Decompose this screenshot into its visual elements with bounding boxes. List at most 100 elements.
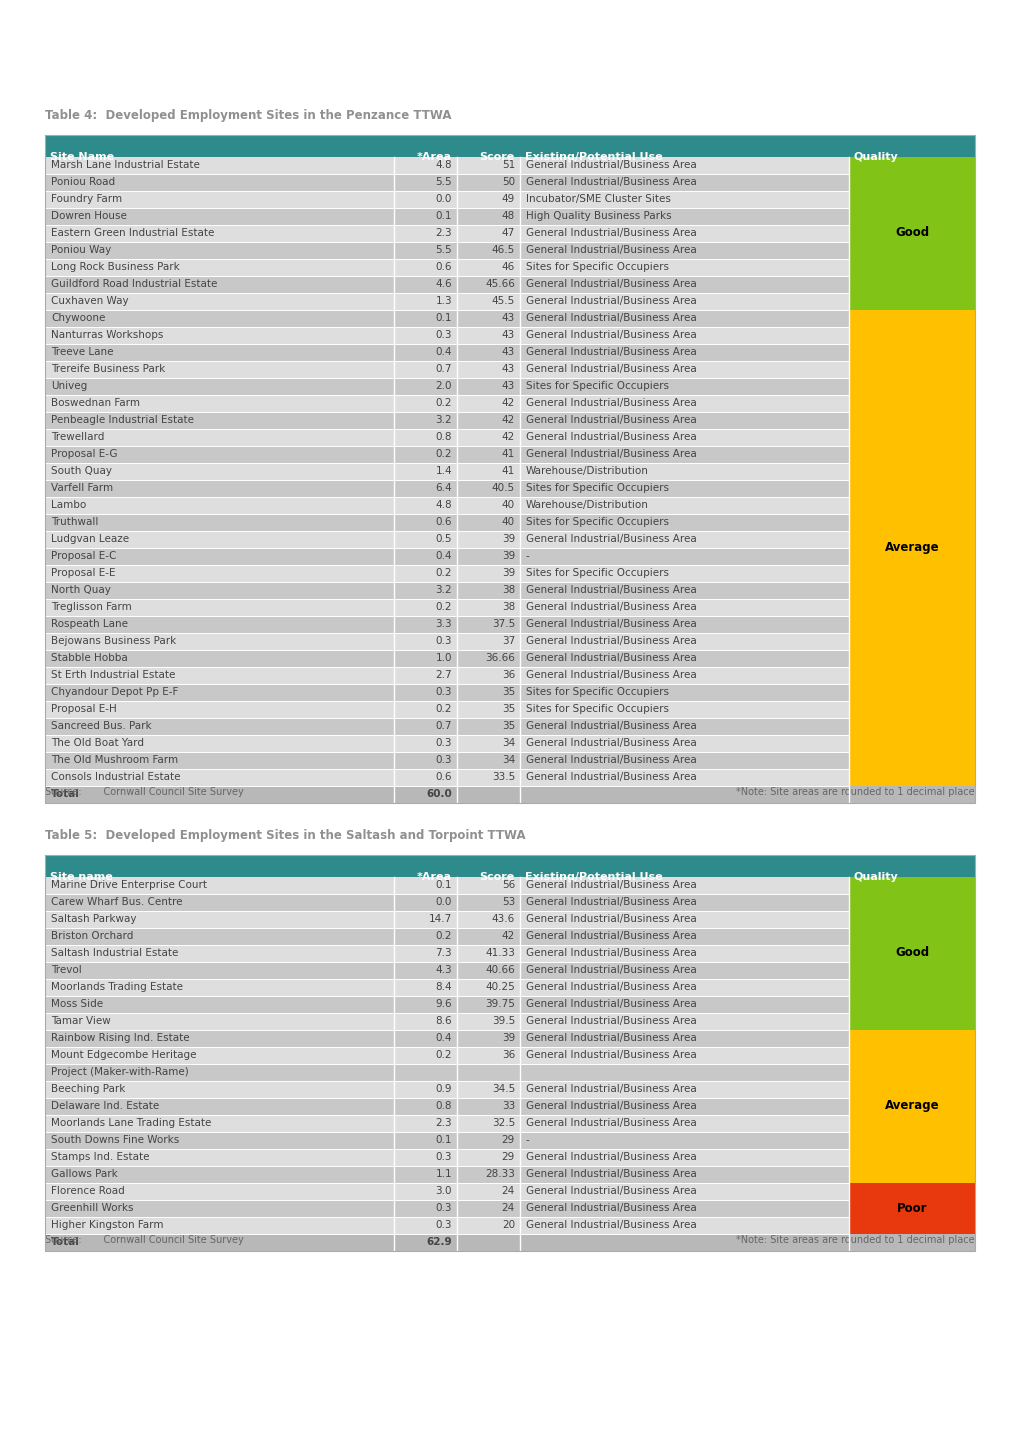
Bar: [457, 276, 520, 293]
Bar: [520, 446, 848, 463]
Text: High Quality Business Parks: High Quality Business Parks: [526, 211, 671, 221]
Bar: [457, 684, 520, 701]
Bar: [457, 928, 520, 945]
Text: 0.6: 0.6: [435, 263, 451, 271]
Bar: [520, 599, 848, 616]
Text: General Industrial/Business Area: General Industrial/Business Area: [526, 1152, 696, 1162]
Bar: [457, 649, 520, 667]
Bar: [457, 734, 520, 752]
Bar: [393, 225, 457, 242]
Text: 0.2: 0.2: [435, 1051, 451, 1061]
Text: Score: Score: [479, 872, 515, 882]
Text: General Industrial/Business Area: General Industrial/Business Area: [526, 431, 696, 442]
Bar: [520, 1098, 848, 1115]
Bar: [45, 1183, 393, 1201]
Bar: [520, 734, 848, 752]
Text: 24: 24: [501, 1203, 515, 1214]
Text: Good: Good: [894, 947, 928, 960]
Text: General Industrial/Business Area: General Industrial/Business Area: [526, 737, 696, 747]
Text: Proposal E-C: Proposal E-C: [51, 551, 116, 561]
Text: 38: 38: [501, 584, 515, 595]
Bar: [45, 856, 393, 877]
Bar: [393, 136, 457, 157]
Text: 0.6: 0.6: [435, 772, 451, 782]
Bar: [520, 429, 848, 446]
Bar: [393, 752, 457, 769]
Text: 43: 43: [501, 313, 515, 323]
Bar: [393, 343, 457, 361]
Bar: [520, 548, 848, 566]
Text: 35: 35: [501, 704, 515, 714]
Text: Chyandour Depot Pp E-F: Chyandour Depot Pp E-F: [51, 687, 178, 697]
Bar: [45, 962, 393, 978]
Text: Saltash Industrial Estate: Saltash Industrial Estate: [51, 948, 178, 958]
Bar: [520, 1166, 848, 1183]
Bar: [457, 1030, 520, 1048]
Text: Cuxhaven Way: Cuxhaven Way: [51, 296, 128, 306]
Bar: [457, 463, 520, 481]
Bar: [457, 293, 520, 310]
Text: Total: Total: [51, 1237, 79, 1247]
Bar: [393, 996, 457, 1013]
Text: General Industrial/Business Area: General Industrial/Business Area: [526, 364, 696, 374]
Bar: [393, 667, 457, 684]
Bar: [457, 328, 520, 343]
Bar: [457, 769, 520, 786]
Bar: [457, 1201, 520, 1216]
Text: 34: 34: [501, 737, 515, 747]
Bar: [45, 769, 393, 786]
Bar: [45, 1149, 393, 1166]
Text: Source:       Cornwall Council Site Survey: Source: Cornwall Council Site Survey: [45, 1235, 244, 1245]
Bar: [45, 1063, 393, 1081]
Text: Source:       Cornwall Council Site Survey: Source: Cornwall Council Site Survey: [45, 786, 244, 797]
Text: 1.3: 1.3: [435, 296, 451, 306]
Bar: [848, 877, 974, 1030]
Text: South Quay: South Quay: [51, 466, 112, 476]
Text: 33.5: 33.5: [491, 772, 515, 782]
Text: -: -: [526, 1136, 529, 1144]
Bar: [457, 258, 520, 276]
Text: Trevol: Trevol: [51, 965, 82, 975]
Text: Proposal E-G: Proposal E-G: [51, 449, 117, 459]
Text: 0.3: 0.3: [435, 1152, 451, 1162]
Text: 2.7: 2.7: [435, 670, 451, 680]
Text: 50: 50: [501, 177, 515, 188]
Bar: [45, 531, 393, 548]
Text: General Industrial/Business Area: General Industrial/Business Area: [526, 177, 696, 188]
Bar: [457, 945, 520, 962]
Bar: [457, 481, 520, 496]
Bar: [520, 616, 848, 633]
Text: General Industrial/Business Area: General Industrial/Business Area: [526, 449, 696, 459]
Text: Sites for Specific Occupiers: Sites for Specific Occupiers: [526, 687, 668, 697]
Bar: [45, 1216, 393, 1234]
Text: 39.5: 39.5: [491, 1016, 515, 1026]
Text: General Industrial/Business Area: General Industrial/Business Area: [526, 898, 696, 908]
Bar: [520, 945, 848, 962]
Bar: [520, 343, 848, 361]
Bar: [45, 616, 393, 633]
Bar: [457, 157, 520, 175]
Text: Sites for Specific Occupiers: Sites for Specific Occupiers: [526, 263, 668, 271]
Bar: [45, 293, 393, 310]
Text: South Downs Fine Works: South Downs Fine Works: [51, 1136, 179, 1144]
Bar: [45, 481, 393, 496]
Bar: [45, 395, 393, 413]
Bar: [520, 481, 848, 496]
Bar: [393, 856, 457, 877]
Bar: [457, 242, 520, 258]
Text: Briston Orchard: Briston Orchard: [51, 931, 133, 941]
Text: Guildford Road Industrial Estate: Guildford Road Industrial Estate: [51, 278, 217, 289]
Bar: [848, 157, 974, 310]
Bar: [520, 1216, 848, 1234]
Bar: [45, 276, 393, 293]
Bar: [848, 1234, 974, 1251]
Bar: [45, 328, 393, 343]
Text: 47: 47: [501, 228, 515, 238]
Bar: [457, 1048, 520, 1063]
Bar: [520, 136, 848, 157]
Bar: [393, 258, 457, 276]
Text: 0.1: 0.1: [435, 880, 451, 890]
Bar: [45, 361, 393, 378]
Bar: [45, 996, 393, 1013]
Bar: [45, 1030, 393, 1048]
